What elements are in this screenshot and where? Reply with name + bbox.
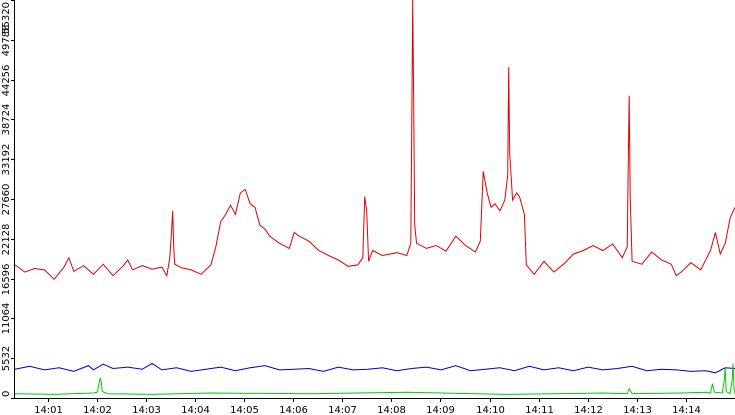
series-line-2: [14, 362, 735, 374]
y-tick-label: 0: [1, 391, 12, 397]
y-tick-label: 33192: [1, 144, 12, 176]
x-tick-label: 14:02: [83, 405, 112, 415]
x-tick-label: 14:13: [623, 405, 652, 415]
x-tick-label: 14:08: [377, 405, 406, 415]
x-tick-label: 14:03: [132, 405, 161, 415]
series-layer: [14, 0, 735, 395]
y-tick-label: 27660: [1, 184, 12, 216]
series-line-3: [14, 363, 735, 395]
x-tick-label: 14:07: [328, 405, 357, 415]
y-tick-label: 49788: [1, 25, 12, 57]
x-tick-label: 14:14: [672, 405, 701, 415]
y-tick-label: 11064: [1, 303, 12, 335]
x-tick-label: 14:09: [426, 405, 455, 415]
x-tick-label: 14:10: [476, 405, 505, 415]
y-ticks: 0 5532 11064 16596 22128 27660 33192 38724 44256…: [1, 0, 15, 399]
x-tick-label: 14:01: [34, 405, 63, 415]
y-tick-label: 22128: [1, 224, 12, 256]
y-tick-label: 55320: [1, 2, 12, 34]
x-tick-label: 14:04: [181, 405, 210, 415]
series-line-1: [14, 0, 735, 281]
x-ticks: 14:01 14:02 14:03 14:04 14:05 14:06 14:07 14:08…: [34, 398, 701, 415]
axes-layer: [14, 0, 735, 399]
x-tick-label: 14:12: [574, 405, 603, 415]
y-tick-label: 38724: [1, 104, 12, 136]
y-tick-label: 5532: [1, 346, 12, 371]
x-tick-label: 14:05: [230, 405, 259, 415]
x-tick-label: 14:11: [525, 405, 554, 415]
y-tick-label: 44256: [1, 65, 12, 97]
x-tick-label: 14:06: [279, 405, 308, 415]
y-tick-label: 16596: [1, 264, 12, 296]
